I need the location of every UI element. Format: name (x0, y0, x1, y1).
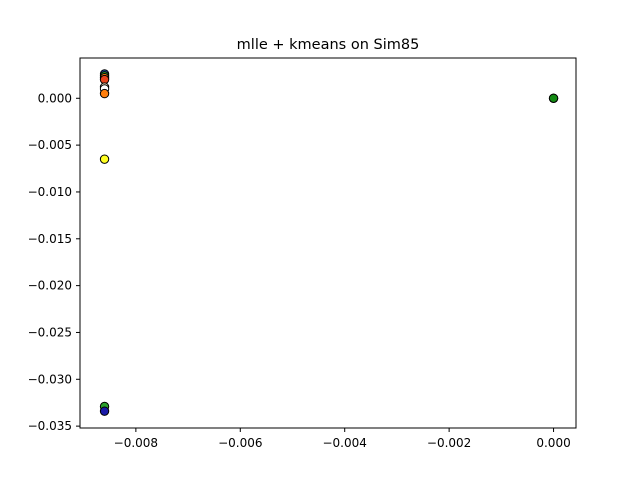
y-tick-label: −0.010 (28, 185, 72, 199)
scatter-point (99, 154, 110, 164)
x-tick-label: −0.008 (114, 436, 158, 450)
plot-frame (79, 57, 577, 429)
scatter-point (99, 88, 110, 99)
y-tick-label: −0.020 (28, 279, 72, 293)
y-axis: 0.000 −0.005 −0.010 −0.015 −0.020 −0.025 −0.03… (28, 91, 80, 433)
x-tick-label: −0.006 (218, 436, 262, 450)
scatter-point (99, 406, 110, 416)
scatter-point (548, 93, 559, 103)
y-tick-label: −0.005 (28, 138, 72, 152)
y-tick-label: −0.015 (28, 232, 72, 246)
y-tick-label: −0.035 (28, 419, 72, 433)
chart-title: mlle + kmeans on Sim85 (237, 37, 420, 53)
points-layer (99, 69, 559, 416)
y-tick-label: −0.030 (28, 372, 72, 386)
x-axis: −0.008 −0.006 −0.004 −0.002 0.000 (114, 428, 571, 450)
x-tick-label: −0.002 (427, 436, 471, 450)
x-tick-label: −0.004 (322, 436, 366, 450)
y-tick-label: −0.025 (28, 325, 72, 339)
x-tick-label: 0.000 (536, 436, 570, 450)
y-tick-label: 0.000 (38, 91, 72, 105)
